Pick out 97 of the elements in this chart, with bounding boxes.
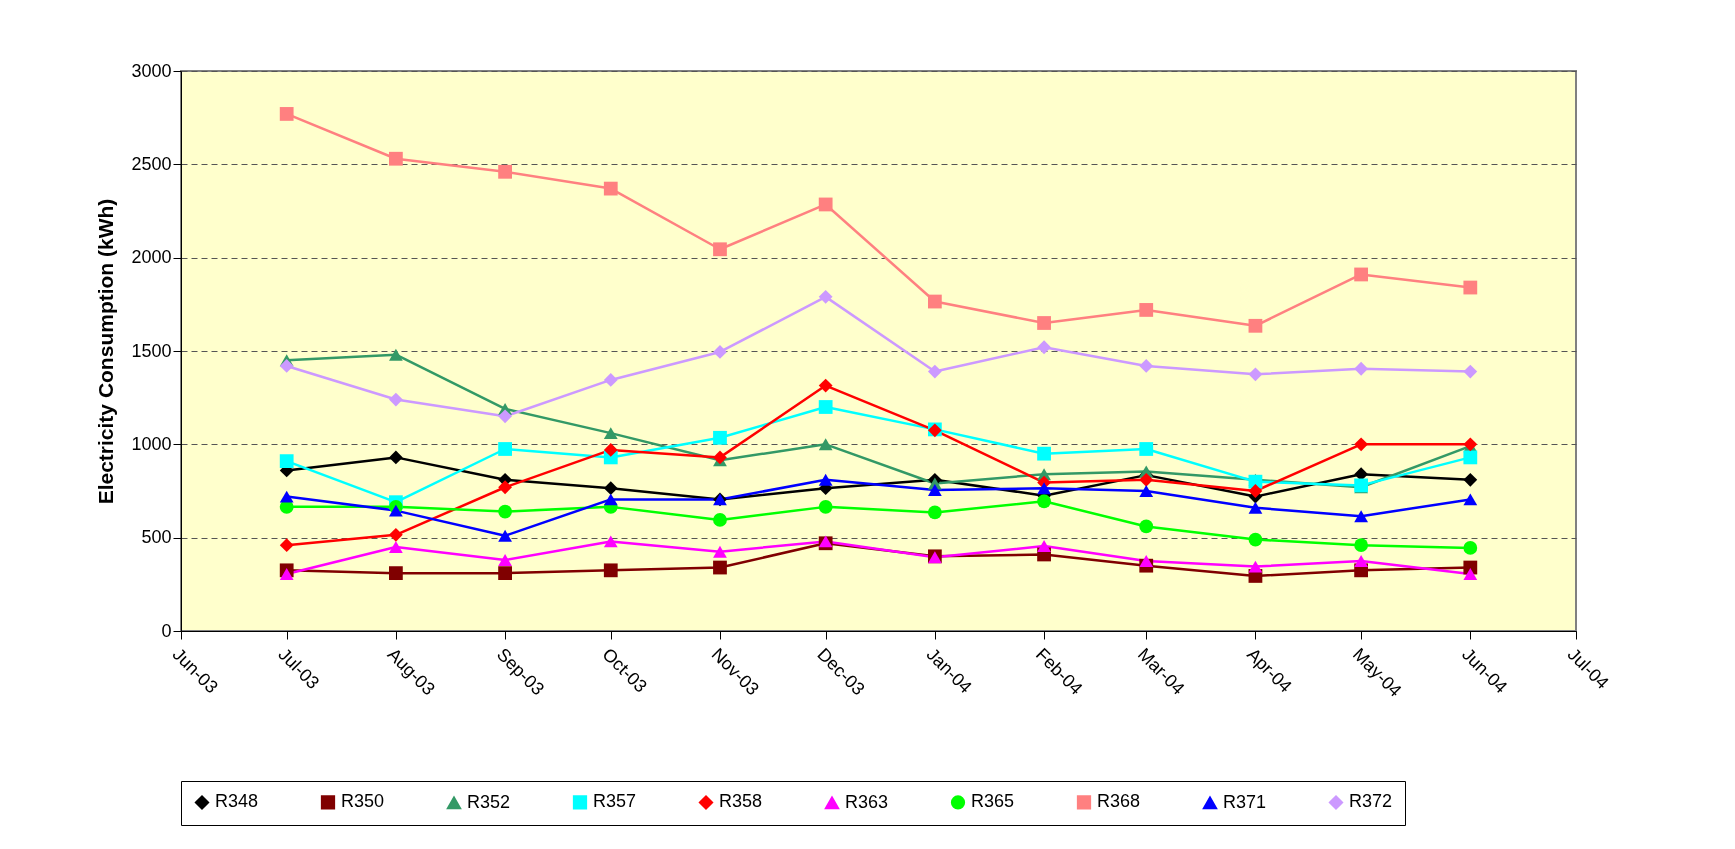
legend-label: R365 — [971, 791, 1015, 812]
point — [927, 364, 942, 379]
point — [818, 438, 833, 451]
point — [603, 443, 618, 457]
point — [713, 430, 727, 445]
y-tick-label: 2500 — [131, 153, 172, 174]
point — [388, 450, 403, 465]
legend-label: R352 — [467, 791, 511, 812]
point — [279, 490, 294, 503]
point — [713, 545, 727, 558]
point — [818, 473, 833, 486]
point — [1139, 442, 1154, 456]
point — [603, 181, 618, 196]
point — [279, 454, 294, 469]
point — [279, 538, 294, 553]
point — [927, 505, 942, 520]
point — [1248, 367, 1263, 382]
point — [1037, 494, 1051, 509]
point — [713, 450, 727, 465]
point — [1248, 560, 1263, 573]
point — [498, 409, 512, 424]
point — [279, 359, 294, 373]
point — [713, 560, 727, 575]
legend-label: R348 — [215, 791, 259, 812]
point — [1248, 484, 1263, 498]
point — [388, 348, 403, 361]
point — [388, 541, 403, 553]
y-tick-label: 0 — [161, 620, 172, 641]
point — [818, 378, 833, 393]
legend-label: R350 — [341, 791, 385, 812]
legend-label: R363 — [845, 791, 889, 812]
point — [713, 513, 727, 527]
point — [927, 294, 942, 309]
point — [498, 529, 512, 542]
point — [603, 563, 618, 578]
point — [1354, 361, 1369, 376]
y-tick-label: 1500 — [131, 340, 172, 361]
point — [603, 493, 618, 506]
point — [1354, 555, 1369, 567]
point — [818, 499, 833, 514]
point — [1354, 437, 1369, 452]
legend-label: R358 — [719, 791, 763, 812]
point — [1139, 472, 1154, 487]
point — [1354, 267, 1369, 282]
point — [927, 484, 942, 497]
point — [279, 568, 294, 581]
point — [1037, 540, 1051, 553]
legend-label: R357 — [593, 791, 637, 812]
point — [498, 164, 512, 179]
point — [279, 107, 294, 121]
y-tick-label: 1000 — [131, 433, 172, 454]
point — [818, 400, 833, 414]
point — [603, 427, 618, 440]
point — [388, 392, 403, 407]
point — [1037, 446, 1051, 461]
point — [1139, 519, 1154, 534]
point — [388, 566, 403, 581]
point — [388, 504, 403, 517]
point — [1037, 340, 1051, 355]
point — [818, 197, 833, 212]
point — [498, 554, 512, 567]
y-tick-label: 2000 — [131, 247, 172, 268]
point — [1139, 555, 1154, 567]
point — [1248, 501, 1263, 514]
point — [818, 289, 833, 304]
point — [1248, 318, 1263, 333]
point — [1463, 450, 1478, 465]
y-axis-title: Electricity Consumption (kWh) — [94, 198, 118, 505]
point — [603, 535, 618, 548]
point — [1354, 510, 1369, 523]
point — [603, 481, 618, 496]
point — [1139, 359, 1154, 373]
point — [1139, 303, 1154, 317]
point — [1463, 541, 1478, 555]
point — [1463, 568, 1478, 581]
legend-label: R371 — [1223, 791, 1267, 812]
point — [1139, 485, 1154, 497]
point — [498, 480, 512, 495]
point — [1463, 472, 1478, 487]
point — [1463, 280, 1478, 295]
point — [603, 373, 618, 387]
point — [388, 151, 403, 166]
point — [1037, 316, 1051, 330]
point — [498, 504, 512, 519]
point — [498, 566, 512, 581]
point — [1463, 364, 1478, 379]
y-tick-label: 3000 — [131, 60, 172, 81]
point — [388, 527, 403, 542]
point — [713, 242, 727, 257]
legend-label: R368 — [1097, 791, 1141, 812]
point — [1037, 482, 1051, 495]
y-tick-label: 500 — [141, 527, 172, 548]
legend-label: R372 — [1349, 791, 1393, 812]
point — [498, 442, 512, 456]
point — [1354, 538, 1369, 553]
point — [1248, 532, 1263, 547]
point — [1463, 493, 1478, 506]
